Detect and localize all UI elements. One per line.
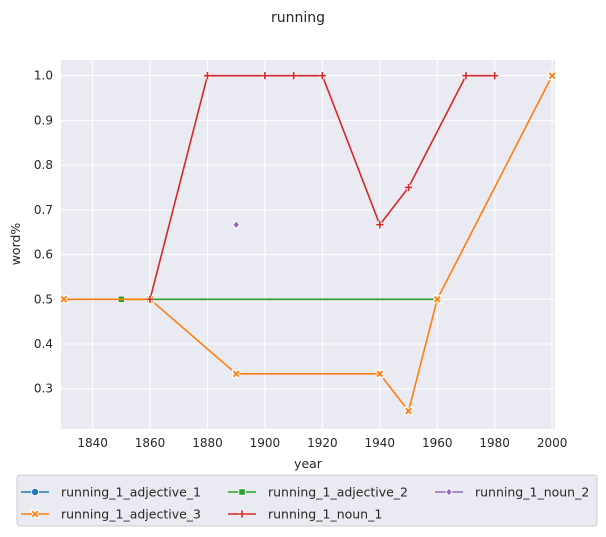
legend-item: running_1_noun_2: [435, 485, 589, 500]
y-tick-label: 0.9: [34, 113, 53, 127]
y-axis-label: word%: [8, 223, 23, 266]
y-tick-label: 0.4: [34, 337, 53, 351]
grid: [61, 60, 555, 429]
legend-swatch-marker: [30, 487, 39, 496]
legend: running_1_adjective_1 running_1_adjective…: [16, 474, 598, 527]
x-tick-label: 1940: [365, 436, 396, 450]
y-tick-label: 0.8: [34, 158, 53, 172]
chart-title: running: [271, 10, 325, 26]
legend-item: running_1_adjective_3: [21, 507, 201, 522]
data-point: [491, 72, 499, 80]
series-running_1_noun_1: [146, 72, 499, 303]
legend-frame: [16, 474, 598, 527]
x-tick-label: 1840: [77, 436, 108, 450]
x-axis-label: year: [294, 456, 323, 471]
x-tick-label: 1980: [479, 436, 510, 450]
data-point: [231, 369, 241, 379]
legend-swatch-marker: [445, 487, 453, 497]
data-point: [432, 294, 442, 304]
y-tick-label: 1.0: [34, 69, 53, 83]
data-point: [375, 369, 385, 379]
y-tick-label: 0.7: [34, 203, 53, 217]
data-point: [261, 72, 269, 80]
data-point: [403, 406, 414, 416]
y-tick-label: 0.6: [34, 248, 53, 262]
x-tick-label: 1860: [135, 436, 166, 450]
data-point: [376, 221, 384, 229]
plot-area: [61, 60, 555, 429]
legend-item: running_1_adjective_2: [228, 485, 408, 500]
tick-labels: 1840 1860 1880 1900 1920 1940 1960 1980 2000 0.3 0…: [34, 69, 567, 450]
legend-swatch-marker: [238, 488, 246, 496]
data-point: [318, 72, 326, 80]
x-tick-label: 1920: [307, 436, 338, 450]
data-point: [59, 294, 69, 304]
legend-swatch-marker: [30, 509, 40, 519]
data-point: [462, 72, 470, 80]
x-tick-label: 1900: [250, 436, 281, 450]
series-layer: [59, 71, 557, 416]
data-point: [203, 72, 212, 80]
data-point: [146, 295, 154, 303]
legend-label: running_1_adjective_3: [61, 507, 201, 522]
legend-item: running_1_noun_1: [228, 507, 382, 522]
legend-label: running_1_noun_2: [475, 485, 589, 500]
legend-swatch-marker: [238, 510, 246, 518]
data-point: [232, 220, 240, 230]
data-point: [547, 71, 557, 81]
x-tick-label: 2000: [537, 436, 568, 450]
data-point: [290, 72, 298, 80]
y-tick-label: 0.5: [34, 292, 53, 306]
y-tick-label: 0.3: [34, 382, 53, 396]
data-point: [404, 183, 413, 192]
legend-label: running_1_adjective_2: [268, 485, 408, 500]
legend-label: running_1_noun_1: [268, 507, 382, 522]
x-tick-label: 1960: [422, 436, 453, 450]
legend-item: running_1_adjective_1: [21, 485, 201, 500]
legend-label: running_1_adjective_1: [61, 485, 201, 500]
x-tick-label: 1880: [192, 436, 223, 450]
series-running_1_noun_2: [232, 220, 240, 230]
